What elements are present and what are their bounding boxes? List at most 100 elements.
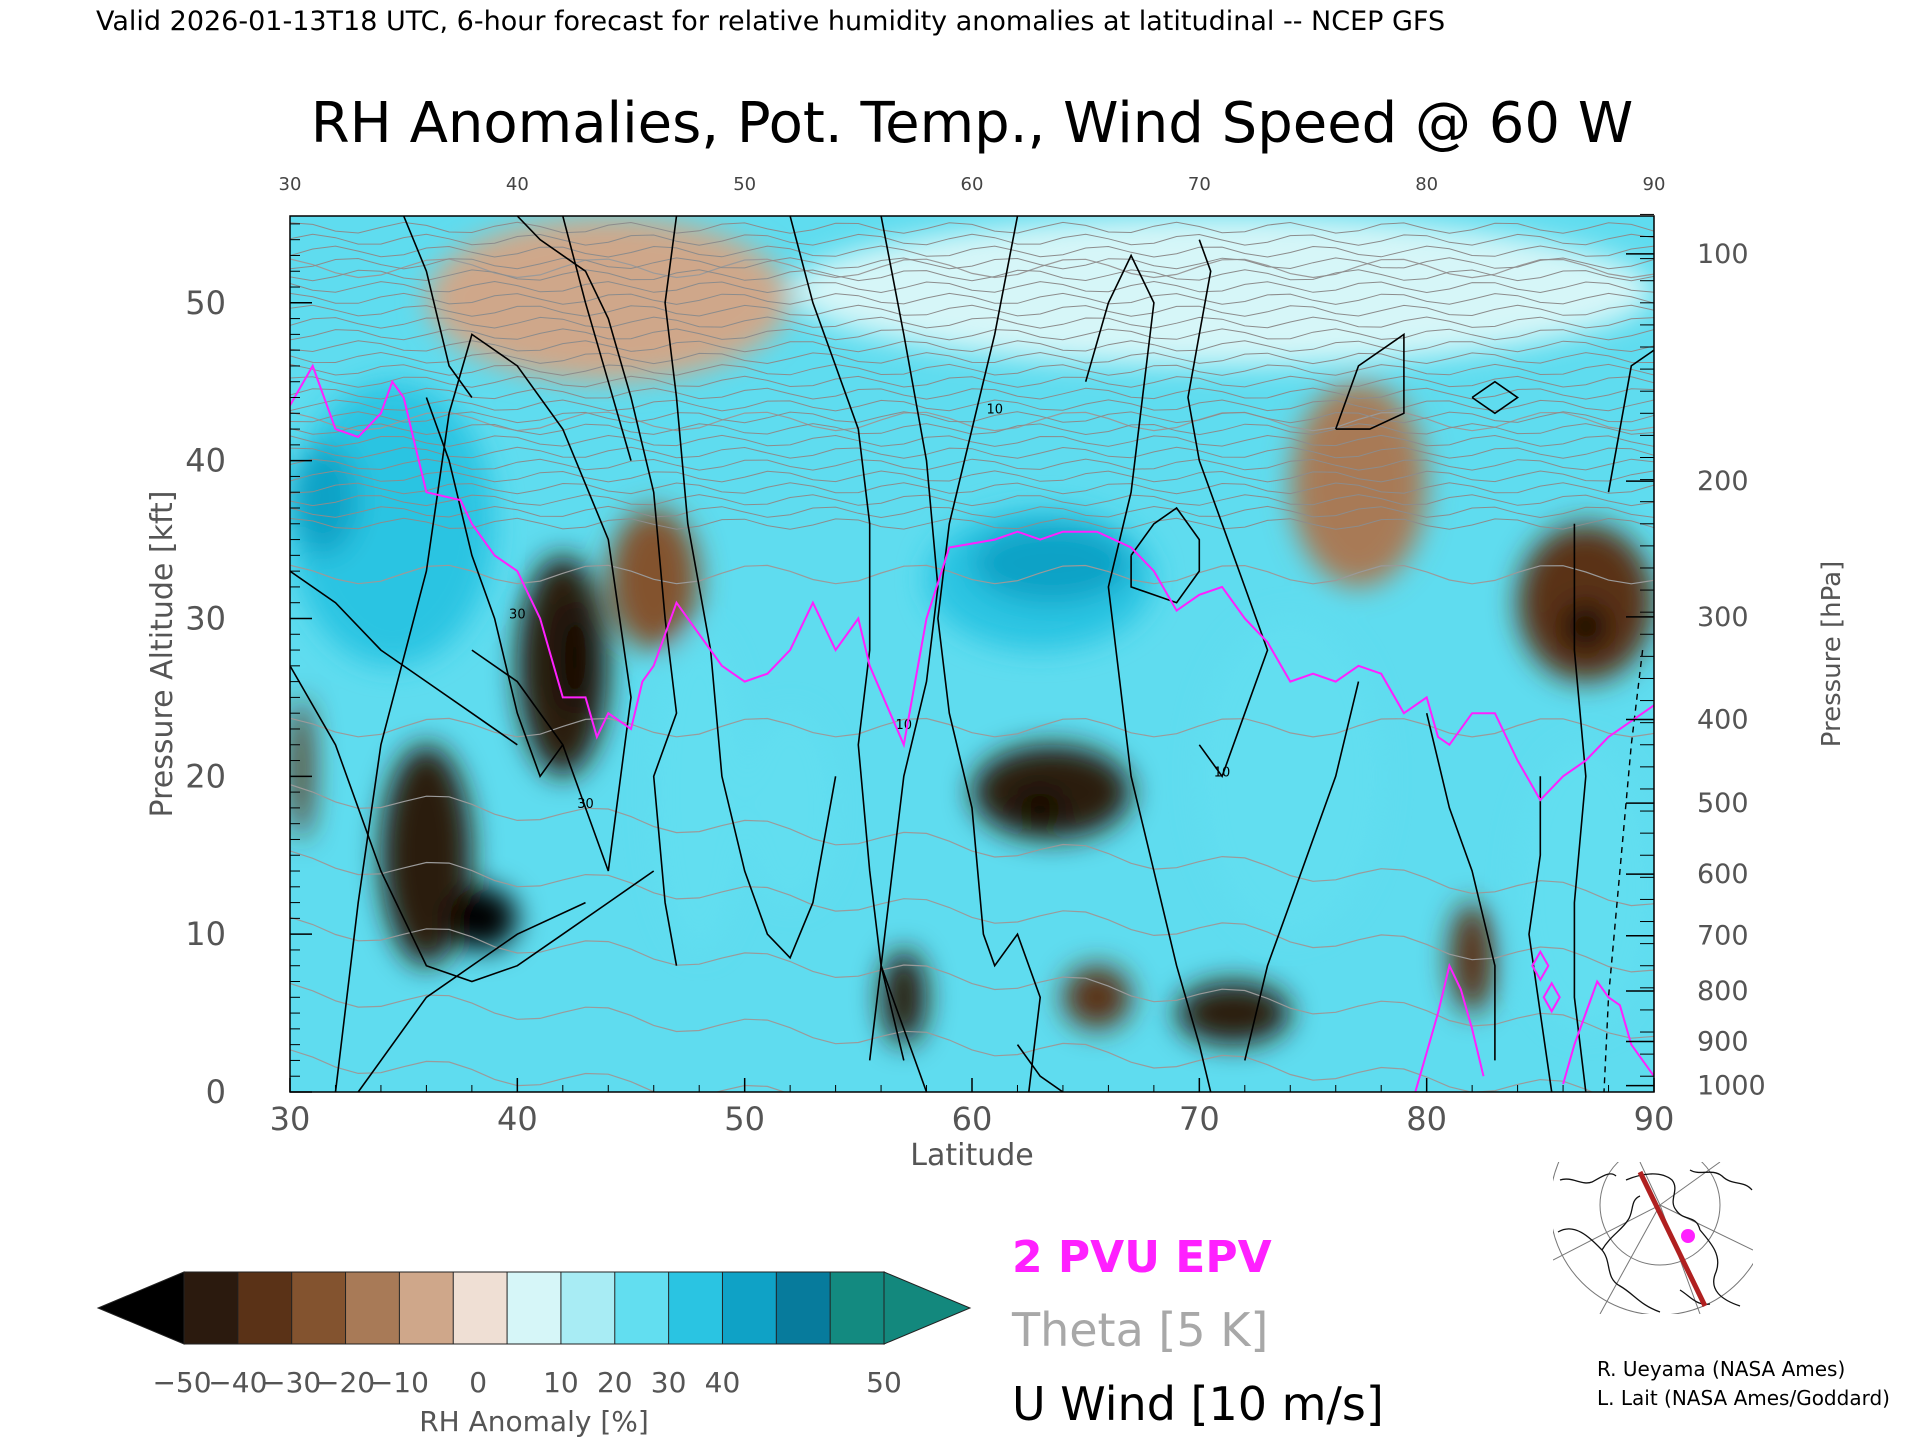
pressure-tick-label: 800 [1697,976,1749,1007]
u-wind-contour [1187,239,1269,778]
u-wind-contour [937,216,1042,1092]
x-tick-label: 80 [1406,1100,1447,1138]
colorbar-segment [721,1271,778,1345]
chart-title: RH Anomalies, Pot. Temp., Wind Speed @ 6… [311,91,1633,156]
anomaly-blob [972,744,1132,840]
u-wind-contour [1130,506,1201,604]
x-top-tick-label: 50 [733,174,756,195]
theta-contour [290,494,1654,507]
theta-contour [290,399,1654,412]
x-top-tick-label: 40 [506,174,529,195]
theta-contour [290,351,1654,365]
map-meridian [1659,1204,1753,1251]
colorbar-over-arrow [883,1271,972,1345]
legend-epv: 2 PVU EPV [1012,1232,1272,1283]
colorbar: −50−40−30−20−10 0 10 20 30 40 50 [96,1271,972,1399]
pressure-tick-label: 900 [1697,1026,1749,1057]
u-wind-label: 10 [1214,765,1231,780]
colorbar-tick-label: 20 [597,1366,633,1399]
u-wind-contour [1607,349,1654,493]
u-wind-label: 30 [577,797,594,812]
u-wind-contour [1244,681,1360,1061]
colorbar-under-arrow [96,1271,185,1345]
header-text: Valid 2026-01-13T18 UTC, 6-hour forecast… [96,6,1445,37]
credit-line-2: L. Lait (NASA Ames/Goddard) [1597,1386,1890,1410]
theta-contour [290,916,1654,1039]
anomaly-blob [653,634,745,950]
colorbar-tick-label: −20 [316,1366,375,1399]
colorbar-segment [775,1271,832,1345]
theta-contour [290,717,1654,738]
u-wind-contour [290,665,655,983]
colorbar-segment [614,1271,670,1345]
x-axis-label: Latitude [910,1138,1033,1173]
anomaly-blob [881,949,927,1045]
epv-marker [1542,981,1561,1014]
theta-contour [290,340,1654,353]
epv-line [1414,962,1485,1092]
pressure-tick-label: 500 [1697,788,1749,819]
theta-contour [290,375,1654,388]
colorbar-segment [452,1271,509,1345]
theta-contour [290,304,1654,317]
u-wind-label: 30 [509,607,526,622]
colorbar-segment [560,1271,616,1345]
anomaly-blob [1017,792,1063,824]
x-top-tick-label: 70 [1188,174,1211,195]
map-meridian [1553,1204,1661,1261]
anomaly-blob [517,555,609,777]
anomaly-blob [744,713,836,903]
epv-2pvu-contour [290,363,1654,1092]
theta-contour [290,411,1654,424]
theta-contour [290,257,1654,270]
theta-contour [290,446,1654,459]
colorbar-tick-label: −30 [262,1366,321,1399]
u-wind-contour [1425,713,1496,1061]
theta-contour [290,316,1654,329]
u-wind-contour [425,397,564,778]
theta-contour [290,482,1654,495]
x-tick-label: 40 [497,1100,538,1138]
u-wind-contour [334,333,632,1092]
x-tick-label: 30 [270,1100,311,1138]
theta-contour [290,434,1654,447]
u-wind-contour [290,570,518,746]
epv-line [290,363,1654,802]
rh-anomaly-field [290,216,1654,1045]
theta-contour [290,505,1654,519]
colorbar-tick-label: −10 [370,1366,429,1399]
anomaly-blob [972,523,1132,603]
colorbar-segment [183,1271,239,1345]
map-meridian [1639,1162,1661,1206]
map-meridian [1599,1204,1661,1314]
theta-contour [290,564,1654,585]
colorbar-segment [291,1271,347,1345]
theta-contour [290,458,1654,471]
colorbar-tick-label: 30 [651,1366,687,1399]
pressure-tick-label: 700 [1697,921,1749,952]
theta-contour [290,258,1654,279]
anomaly-blob [1199,618,1382,935]
x-tick-label: 70 [1179,1100,1220,1138]
theta-contour [290,387,1654,400]
theta-contour [290,470,1654,483]
x-tick-label: 60 [952,1100,993,1138]
theta-contour [290,292,1654,305]
theta-contour [290,269,1654,282]
u-wind-contour [868,216,939,1061]
u-wind-contour [402,216,473,398]
colorbar-segment [668,1271,724,1345]
u-wind-contour [1471,380,1520,415]
y-tick-label: 20 [185,757,226,795]
map-marker [1681,1229,1695,1243]
u-wind-contour-negative [1603,650,1644,1092]
inset-map [1553,1162,1753,1314]
colorbar-tick-label: −50 [152,1366,211,1399]
anomaly-blob [562,602,586,714]
map-grid-circle [1599,1162,1721,1266]
colorbar-segment [237,1271,293,1345]
u-wind-contour [1016,1044,1064,1092]
y2-axis-label: Pressure [hPa] [1817,561,1847,748]
u-wind-contour [1528,776,1553,1092]
